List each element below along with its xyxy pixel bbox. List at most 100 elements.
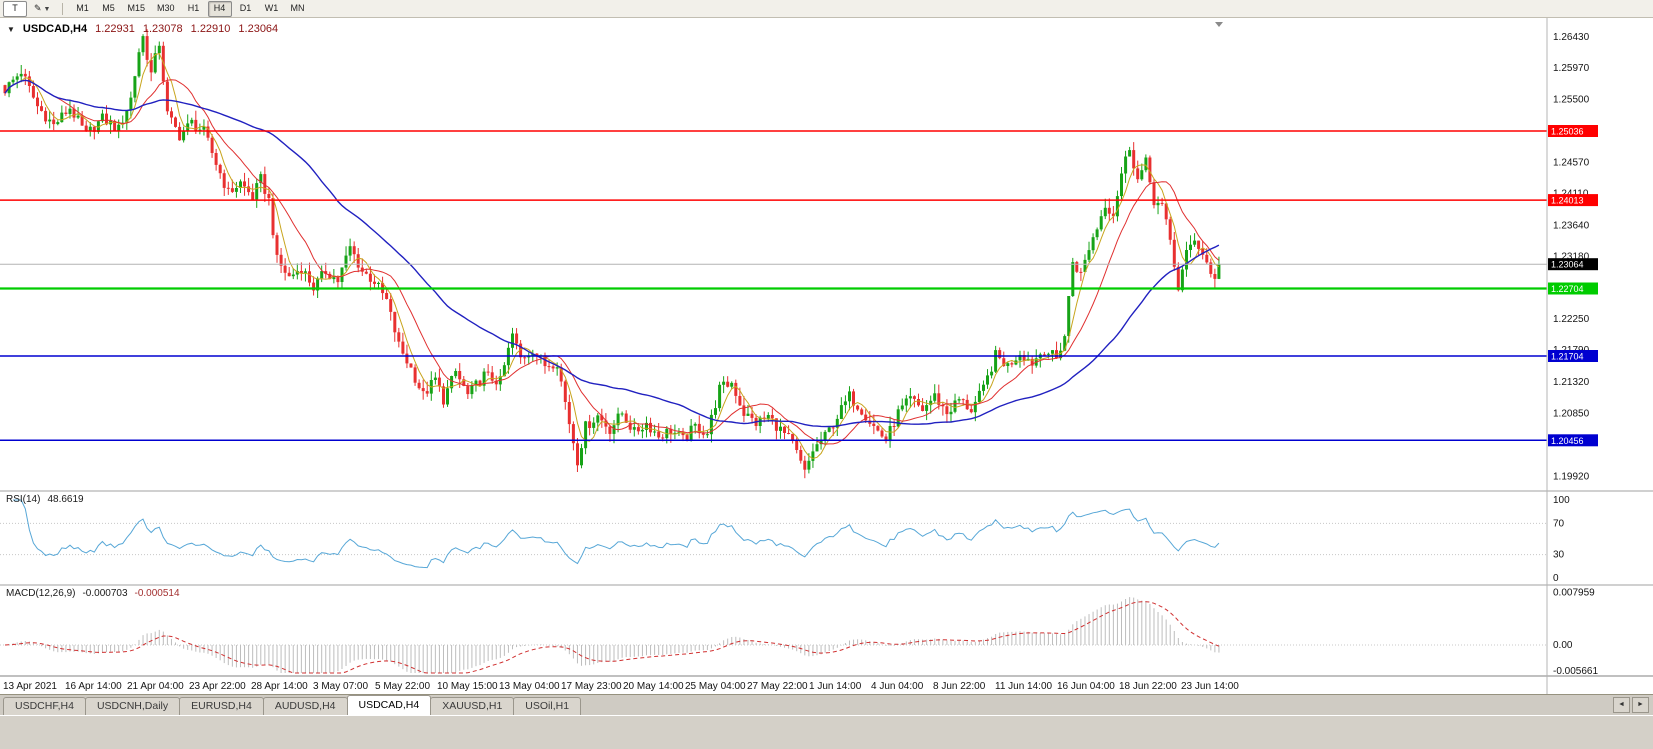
svg-text:0.00: 0.00: [1553, 640, 1573, 651]
svg-text:1.23064: 1.23064: [1551, 260, 1584, 270]
svg-text:1.23180: 1.23180: [1553, 251, 1590, 262]
price-marker: 1.21704: [1548, 350, 1598, 362]
svg-text:0.007959: 0.007959: [1553, 587, 1595, 598]
chart-tab-xauusd[interactable]: XAUUSD,H1: [430, 697, 515, 715]
svg-text:23 Jun 14:00: 23 Jun 14:00: [1181, 681, 1239, 692]
svg-text:16 Apr 14:00: 16 Apr 14:00: [65, 681, 122, 692]
svg-text:1.22250: 1.22250: [1553, 314, 1590, 325]
ohlc-high: 1.23078: [142, 23, 183, 35]
tab-scroll-right-button[interactable]: ►: [1632, 697, 1649, 713]
svg-text:1.19920: 1.19920: [1553, 472, 1590, 483]
timeframe-button-h1[interactable]: H1: [187, 2, 200, 13]
price-marker: 1.23064: [1548, 258, 1598, 271]
macd-signal-value: -0.000514: [134, 588, 180, 599]
moving-average-line: [4, 52, 1220, 460]
svg-text:4 Jun 04:00: 4 Jun 04:00: [871, 681, 924, 692]
chart-tab-bar: USDCHF,H4 USDCNH,Daily EURUSD,H4 AUDUSD,H4 U…: [0, 694, 1653, 715]
svg-text:1.21704: 1.21704: [1551, 352, 1584, 362]
timeframe-button-m30[interactable]: M30: [157, 2, 175, 13]
price-marker: 1.22704: [1548, 282, 1598, 295]
svg-text:18 Jun 22:00: 18 Jun 22:00: [1119, 681, 1177, 692]
pencil-icon: ✎: [34, 2, 42, 13]
timeframe-button-m5[interactable]: M5: [102, 2, 115, 13]
svg-text:1.25970: 1.25970: [1553, 63, 1590, 74]
svg-text:25 May 04:00: 25 May 04:00: [685, 681, 746, 692]
svg-text:1.20850: 1.20850: [1553, 409, 1590, 420]
shift-marker-icon[interactable]: [1215, 22, 1223, 27]
svg-text:1.23640: 1.23640: [1553, 220, 1590, 231]
svg-text:100: 100: [1553, 495, 1570, 506]
chart-tab-audusd[interactable]: AUDUSD,H4: [262, 697, 348, 715]
svg-text:16 Jun 04:00: 16 Jun 04:00: [1057, 681, 1115, 692]
svg-text:70: 70: [1553, 518, 1565, 529]
horizontal-levels-layer[interactable]: [0, 130, 1547, 442]
chevron-down-icon: ▼: [43, 5, 51, 13]
time-axis: 13 Apr 2021 16 Apr 14:00 21 Apr 04:00 23 Ap…: [3, 681, 1239, 692]
rsi-value: 48.6619: [47, 494, 84, 505]
svg-text:1.20456: 1.20456: [1551, 436, 1584, 446]
rsi-name: RSI(14): [6, 494, 41, 505]
toolbar-separator: [62, 2, 64, 15]
top-toolbar: T ✎ ▼ M1 M5 M15 M30 H1 H4 D1 W1 MN: [0, 0, 1653, 18]
svg-text:1.24570: 1.24570: [1553, 157, 1590, 168]
svg-text:13 Apr 2021: 13 Apr 2021: [3, 681, 57, 692]
timeframe-button-h4[interactable]: H4: [207, 0, 232, 17]
chart-tabs: USDCHF,H4 USDCNH,Daily EURUSD,H4 AUDUSD,H4 U…: [3, 695, 582, 715]
chart-dropdown-icon[interactable]: ▼: [7, 24, 15, 34]
macd-main-value: -0.000703: [82, 588, 128, 599]
timeframe-button-m15[interactable]: M15: [127, 2, 145, 13]
svg-text:11 Jun 14:00: 11 Jun 14:00: [995, 681, 1053, 692]
svg-text:0: 0: [1553, 573, 1559, 584]
svg-text:8 Jun 22:00: 8 Jun 22:00: [933, 681, 986, 692]
svg-text:1.26430: 1.26430: [1553, 32, 1590, 43]
moving-average-line: [4, 79, 1220, 428]
tab-scroll-buttons: ◄ ►: [1613, 697, 1653, 715]
chart-tab-usdcad[interactable]: USDCAD,H4: [346, 695, 432, 715]
status-bar: [0, 715, 1653, 749]
chart-tab-usdchf[interactable]: USDCHF,H4: [3, 697, 86, 715]
chart-title: ▼ USDCAD,H4 1.22931 1.23078 1.22910 1.23…: [7, 23, 278, 35]
tab-scroll-left-button[interactable]: ◄: [1613, 697, 1630, 713]
price-axis: 1.26430 1.25970 1.25500 1.24570 1.24110 1.236…: [1553, 32, 1598, 677]
timeframe-button-mn[interactable]: MN: [290, 2, 305, 13]
svg-text:1 Jun 14:00: 1 Jun 14:00: [809, 681, 862, 692]
price-marker: 1.25036: [1548, 125, 1598, 137]
svg-text:1.21320: 1.21320: [1553, 377, 1590, 388]
chart-type-button[interactable]: T: [3, 0, 27, 17]
svg-text:1.24110: 1.24110: [1553, 189, 1589, 200]
svg-text:10 May 15:00: 10 May 15:00: [437, 681, 498, 692]
macd-histogram: [8, 597, 1220, 673]
timeframe-button-m1[interactable]: M1: [76, 2, 89, 13]
svg-text:23 Apr 22:00: 23 Apr 22:00: [189, 681, 246, 692]
rsi-line: [13, 499, 1220, 569]
chart-tab-eurusd[interactable]: EURUSD,H4: [179, 697, 264, 715]
ohlc-low: 1.22910: [190, 23, 231, 35]
macd-name: MACD(12,26,9): [6, 588, 76, 599]
svg-text:27 May 22:00: 27 May 22:00: [747, 681, 808, 692]
svg-text:1.24013: 1.24013: [1551, 196, 1584, 206]
svg-text:13 May 04:00: 13 May 04:00: [499, 681, 560, 692]
draw-tool-button[interactable]: ✎ ▼: [29, 1, 55, 17]
svg-text:1.25500: 1.25500: [1553, 95, 1590, 106]
rsi-label: RSI(14) 48.6619: [6, 494, 84, 505]
svg-text:1.25036: 1.25036: [1551, 127, 1584, 137]
timeframe-group: M1 M5 M15 M30 H1 H4 D1 W1 MN: [70, 0, 309, 17]
svg-text:-0.005661: -0.005661: [1553, 666, 1598, 677]
price-marker: 1.20456: [1548, 434, 1598, 447]
timeframe-button-w1[interactable]: W1: [264, 2, 279, 13]
svg-text:30: 30: [1553, 550, 1565, 561]
svg-text:28 Apr 14:00: 28 Apr 14:00: [251, 681, 308, 692]
moving-average-line: [4, 79, 1220, 445]
macd-label: MACD(12,26,9) -0.000703 -0.000514: [6, 588, 180, 599]
price-marker: 1.24013: [1548, 194, 1598, 207]
chart-tab-usoil[interactable]: USOil,H1: [513, 697, 582, 715]
svg-text:21 Apr 04:00: 21 Apr 04:00: [127, 681, 184, 692]
svg-text:1.22704: 1.22704: [1551, 284, 1584, 294]
svg-text:5 May 22:00: 5 May 22:00: [375, 681, 430, 692]
ohlc-close: 1.23064: [238, 23, 279, 35]
symbol-timeframe-label: USDCAD,H4: [22, 23, 88, 35]
chart-tab-usdcnh[interactable]: USDCNH,Daily: [84, 697, 181, 715]
timeframe-button-d1[interactable]: D1: [239, 2, 252, 13]
svg-text:20 May 14:00: 20 May 14:00: [623, 681, 684, 692]
